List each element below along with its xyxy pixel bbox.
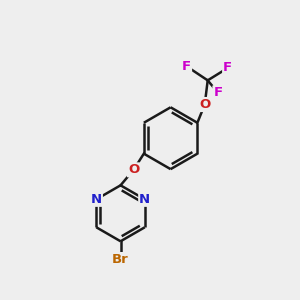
Text: N: N: [139, 193, 150, 206]
Text: O: O: [128, 164, 139, 176]
Text: O: O: [199, 98, 210, 111]
Text: Br: Br: [112, 253, 129, 266]
Text: F: F: [182, 60, 191, 73]
Text: F: F: [213, 86, 223, 99]
Text: F: F: [223, 61, 232, 74]
Text: N: N: [91, 193, 102, 206]
